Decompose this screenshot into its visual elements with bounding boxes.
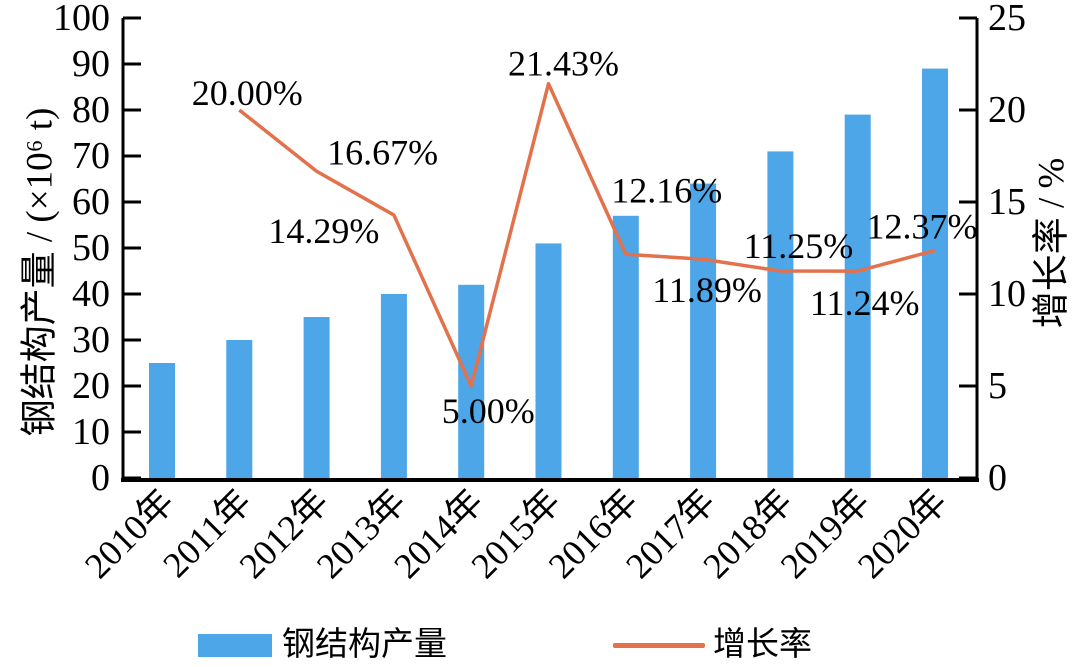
growth-point-label: 5.00% xyxy=(442,391,535,431)
bar-2020年 xyxy=(922,68,948,481)
right-axis-tick-label: 10 xyxy=(988,273,1026,315)
right-axis-title: 增长率 / % xyxy=(1031,157,1073,329)
growth-point-label: 12.16% xyxy=(611,170,722,210)
right-axis-tick-label: 5 xyxy=(988,365,1007,407)
right-axis-tick-label: 25 xyxy=(988,0,1026,39)
growth-point-label: 20.00% xyxy=(192,73,303,113)
growth-point-label: 12.37% xyxy=(867,206,978,246)
left-axis-tick-label: 40 xyxy=(72,273,110,315)
bars-group xyxy=(149,68,948,482)
growth-line xyxy=(238,81,936,388)
growth-point-label: 21.43% xyxy=(508,44,619,84)
axes-group xyxy=(121,18,979,482)
left-axis-tick-label: 60 xyxy=(72,181,110,223)
left-axis-tick-label: 30 xyxy=(72,319,110,361)
growth-point-label: 16.67% xyxy=(327,132,438,172)
growth-point-label: 11.24% xyxy=(810,283,920,323)
bar-2016年 xyxy=(612,215,639,482)
legend-growth-label: 增长率 xyxy=(713,627,812,663)
bar-2010年 xyxy=(149,363,175,481)
left-axis-tick-label: 0 xyxy=(91,457,110,499)
left-axis-tick-label: 20 xyxy=(72,365,110,407)
bar-2015年 xyxy=(535,243,562,481)
right-axis-tick-label: 20 xyxy=(988,89,1026,131)
x-axis-label: 2020年 xyxy=(850,481,955,586)
bar-2011年 xyxy=(226,340,253,481)
bar-2019年 xyxy=(844,114,871,481)
legend-item-growth: 增长率 xyxy=(613,629,812,662)
left-axis-tick-label: 80 xyxy=(72,89,110,131)
right-axis-tick-label: 15 xyxy=(988,181,1026,223)
production-swatch-icon xyxy=(198,634,272,657)
growth-point-label: 11.89% xyxy=(652,270,762,310)
bar-2018年 xyxy=(767,151,794,481)
legend-item-production: 钢结构产量 xyxy=(198,629,447,662)
bar-2017年 xyxy=(690,183,717,481)
right-axis-tick-label: 0 xyxy=(988,457,1007,499)
left-axis-tick-label: 90 xyxy=(72,43,110,85)
left-axis-tick-label: 10 xyxy=(72,411,110,453)
growth-point-label: 14.29% xyxy=(268,211,379,251)
growth-point-label: 11.25% xyxy=(744,226,854,266)
growth-point-labels: 20.00% 16.67% 14.29% 5.00% 21.43% 12.16% 11.89… xyxy=(192,44,978,431)
left-axis-tick-label: 50 xyxy=(72,227,110,269)
growth-swatch-icon xyxy=(613,643,705,648)
legend-production-label: 钢结构产量 xyxy=(282,627,447,663)
right-axis-ticks: 0 5 10 15 20 25 xyxy=(959,0,1026,499)
left-axis-tick-label: 70 xyxy=(72,135,110,177)
bar-2012年 xyxy=(303,317,330,481)
x-axis-labels: 2010年2011年2012年2013年2014年2015年2016年2017年… xyxy=(77,481,955,586)
left-axis-title: 钢结构产量 / (×10⁶ t) xyxy=(19,107,61,437)
bar-2013年 xyxy=(380,294,407,481)
left-axis-tick-label: 100 xyxy=(53,0,110,39)
